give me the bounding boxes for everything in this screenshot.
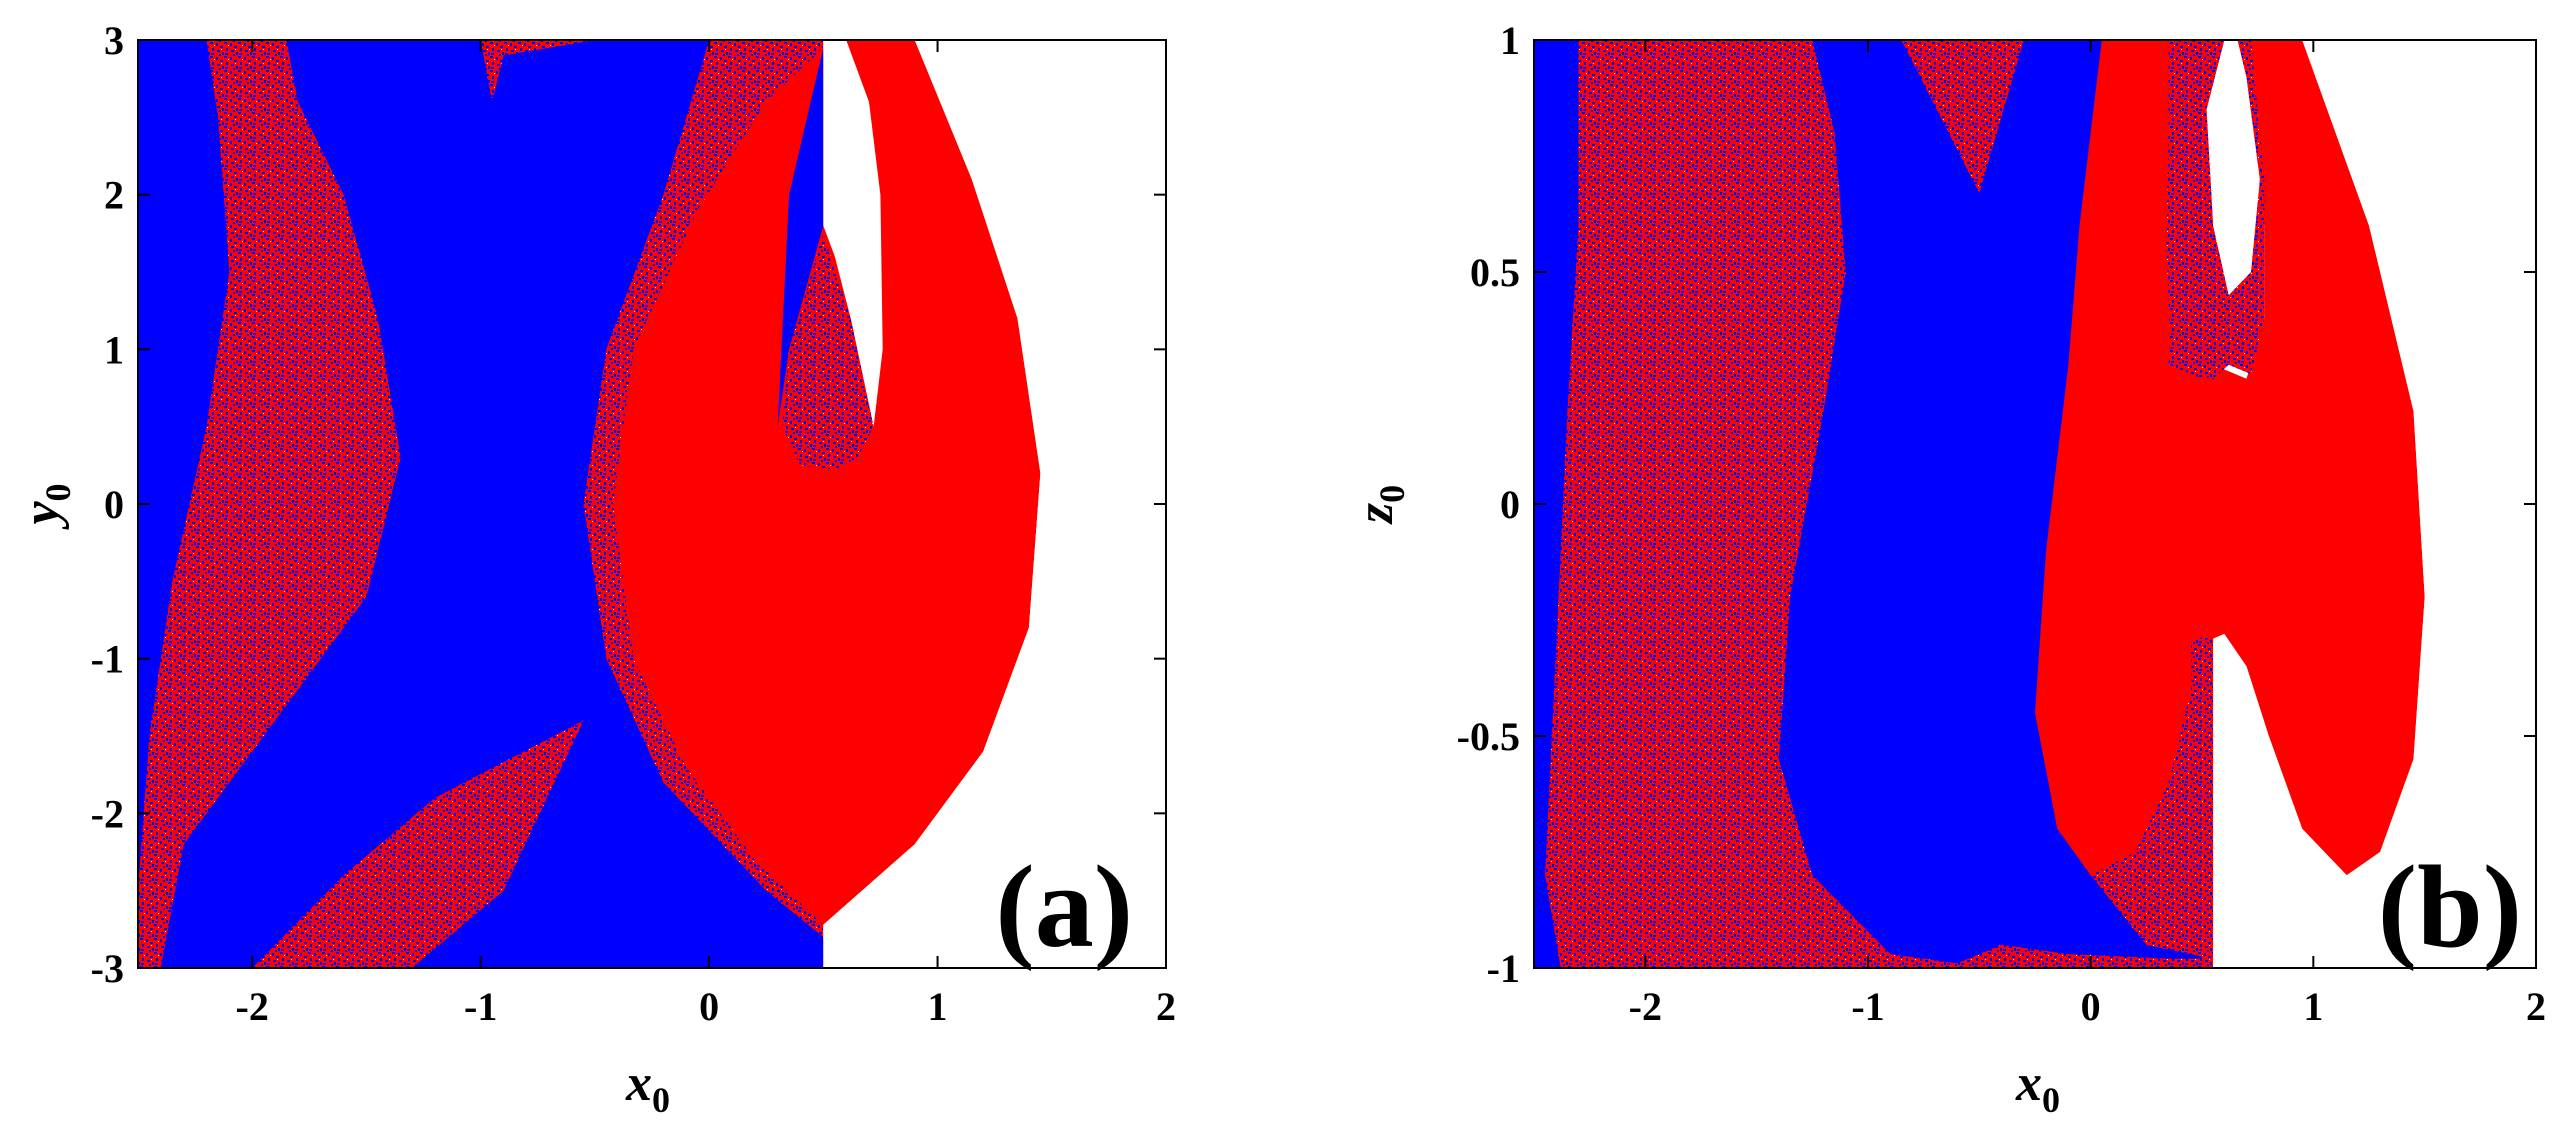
panel-a-basin-regions (138, 40, 1166, 968)
panel-b-x-tick-label: 0 (2081, 984, 2101, 1029)
panel-a-y-tick-label: 2 (104, 173, 124, 218)
panel-b-y-tick-label: 0 (1500, 482, 1520, 527)
panel-a-region-white-7 (823, 40, 1166, 968)
panel-b-x-tick-label: -1 (1851, 984, 1884, 1029)
panel-a-x-axis-label: x0 (625, 1055, 670, 1120)
panel-b-region-mixed-4 (2190, 633, 2218, 968)
panel-b-x-tick-label: 1 (2303, 984, 2323, 1029)
panel-b-region-white-6 (2206, 40, 2260, 296)
panel-b-ticks: -2 -1 0 1 2 -1 -0.5 0 0.5 1 (1457, 18, 2546, 1029)
panel-b-x-tick-label: 2 (2526, 984, 2546, 1029)
panel-a-y-axis-label: y0 (13, 483, 78, 530)
panel-b-region-mixed-7 (2166, 40, 2265, 379)
panel-a-x-tick-label: -2 (236, 984, 269, 1029)
panel-a-ticks: -2 -1 0 1 2 -3 -2 -1 0 1 2 3 (91, 18, 1176, 1029)
panel-a-y-tick-label: -2 (91, 791, 124, 836)
panel-b-basin-regions (1534, 40, 2536, 968)
panel-b-y-axis-label: z0 (1347, 485, 1412, 525)
panel-a-x-tick-label: -1 (464, 984, 497, 1029)
panel-b-y-tick-label: -1 (1487, 946, 1520, 991)
panel-b-region-red-3 (2035, 40, 2425, 876)
panel-a-label: (a) (995, 841, 1133, 972)
panel-b-region-white-5 (2213, 40, 2536, 968)
panel-a-y-tick-label: 1 (104, 327, 124, 372)
panel-b-y-tick-label: -0.5 (1457, 714, 1520, 759)
panel-a-x-tick-label: 0 (699, 984, 719, 1029)
panel-a-region-blue-2 (160, 40, 824, 968)
panel-a-y-tick-label: 3 (104, 18, 124, 63)
panel-b-y-tick-label: 1 (1500, 18, 1520, 63)
panel-a-y-tick-label: -1 (91, 637, 124, 682)
panel-b-label: (b) (2378, 841, 2522, 972)
panel-a-region-mixed-6 (782, 233, 874, 470)
panel-b-y-tick-label: 0.5 (1470, 250, 1520, 295)
panel-a-x-tick-label: 2 (1156, 984, 1176, 1029)
panel-a-region-blue-1 (138, 40, 230, 891)
panel-a-region-blue-4 (777, 47, 824, 427)
panel-a-x-tick-label: 1 (928, 984, 948, 1029)
panel-a-region-red-3 (613, 40, 1041, 925)
panel-a-region-white-5 (823, 40, 883, 427)
panel-b-x-axis-label: x0 (2015, 1055, 2060, 1120)
panel-b: -2 -1 0 1 2 -1 -0.5 0 0.5 1 (b) x0 z0 (1347, 18, 2546, 1120)
panel-a-y-tick-label: -3 (91, 946, 124, 991)
panel-b-x-tick-label: -2 (1629, 984, 1662, 1029)
panel-a: -2 -1 0 1 2 -3 -2 -1 0 1 2 3 (a) x0 y0 (13, 18, 1176, 1120)
panel-a-y-tick-label: 0 (104, 482, 124, 527)
